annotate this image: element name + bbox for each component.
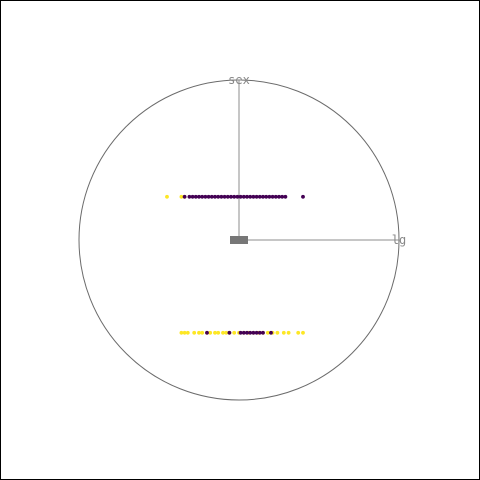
data-point xyxy=(187,194,192,199)
data-point xyxy=(232,330,237,335)
data-point xyxy=(227,330,232,335)
data-point xyxy=(197,194,201,199)
data-point xyxy=(165,194,169,199)
data-point xyxy=(193,194,198,199)
data-point xyxy=(277,194,281,199)
data-point xyxy=(185,330,190,335)
data-point xyxy=(257,194,262,199)
data-point xyxy=(190,194,195,199)
data-point xyxy=(203,194,208,199)
data-point xyxy=(179,330,184,335)
data-point xyxy=(245,194,249,199)
data-point xyxy=(286,330,291,335)
data-point xyxy=(261,330,265,335)
axis-label-lg: lg xyxy=(392,233,406,247)
data-point xyxy=(229,194,233,199)
data-point xyxy=(301,330,305,335)
data-point xyxy=(216,194,221,199)
data-point xyxy=(216,330,221,335)
data-point xyxy=(224,330,229,335)
data-point xyxy=(219,194,224,199)
data-point xyxy=(238,330,243,335)
data-point xyxy=(254,330,259,335)
data-point xyxy=(238,194,243,199)
data-point xyxy=(245,330,249,335)
data-point xyxy=(182,194,187,199)
data-point xyxy=(222,194,227,199)
data-point xyxy=(179,194,184,199)
data-point xyxy=(213,330,217,335)
data-point xyxy=(296,330,301,335)
data-point xyxy=(248,330,253,335)
points-layer xyxy=(165,194,305,335)
data-point xyxy=(182,330,187,335)
axis-label-sex: sex xyxy=(228,73,250,87)
data-point xyxy=(208,330,213,335)
data-point xyxy=(241,194,246,199)
data-point xyxy=(273,194,278,199)
data-point xyxy=(251,194,256,199)
data-point xyxy=(221,330,225,335)
data-point xyxy=(200,194,205,199)
data-point xyxy=(205,330,209,335)
data-point xyxy=(254,194,259,199)
data-point xyxy=(257,330,262,335)
data-point xyxy=(265,330,270,335)
axes-layer: lg sex xyxy=(228,73,406,247)
data-point xyxy=(275,330,280,335)
data-point xyxy=(248,194,253,199)
data-point xyxy=(232,194,237,199)
data-point xyxy=(283,194,288,199)
data-point xyxy=(225,194,230,199)
data-point xyxy=(261,194,265,199)
data-point xyxy=(200,330,205,335)
data-point xyxy=(270,194,275,199)
data-point xyxy=(301,194,305,199)
data-point xyxy=(192,330,197,335)
data-point xyxy=(280,194,285,199)
data-point xyxy=(264,194,269,199)
data-point xyxy=(269,330,273,335)
data-point xyxy=(267,194,272,199)
data-point xyxy=(241,330,246,335)
data-point xyxy=(281,330,286,335)
data-point xyxy=(206,194,211,199)
data-point xyxy=(235,194,240,199)
data-point xyxy=(213,194,217,199)
center-marker xyxy=(230,236,248,244)
data-point xyxy=(209,194,214,199)
data-point xyxy=(197,330,201,335)
data-point xyxy=(251,330,256,335)
